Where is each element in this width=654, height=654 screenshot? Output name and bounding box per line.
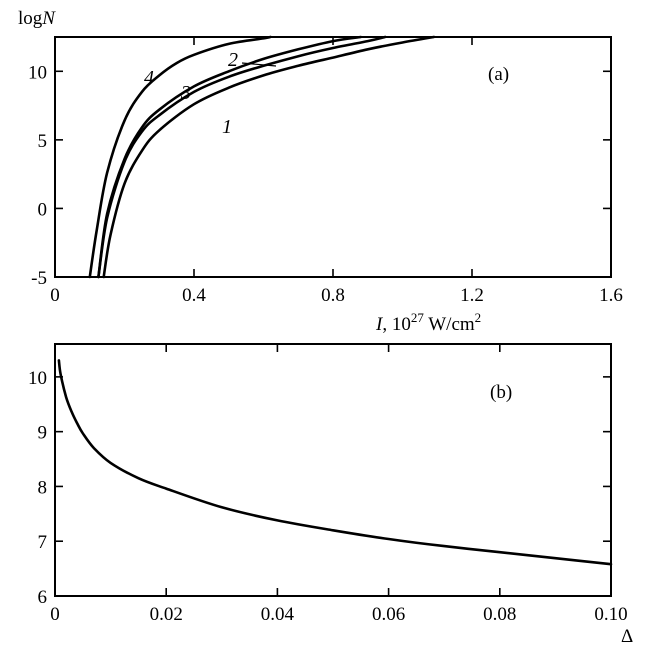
panel-b-ytick-label: 10: [28, 368, 47, 389]
panel-a-curve-2: [97, 35, 387, 279]
curve-label-2: 2: [228, 49, 238, 71]
panel-a-xlabel-exp1: 27: [411, 310, 425, 325]
panel-a-xtick-label: 0.4: [182, 285, 206, 306]
panel-a-ytick-label: 5: [38, 131, 48, 152]
panel-b-curve: [57, 359, 613, 566]
panel-a-xlabel: I, 1027 W/cm2: [375, 310, 481, 335]
panel-b-curves: [57, 359, 613, 566]
panel-a-xlabel-unit: W/cm: [424, 314, 475, 335]
panel-a-ylabel: logN: [18, 8, 56, 29]
panel-b-ytick-label: 7: [38, 532, 48, 553]
panel-a-label: (a): [488, 64, 509, 85]
panel-a-ytick-label: 0: [38, 199, 48, 220]
curve-label-1: 1: [222, 116, 232, 138]
panel-a-curve-3: [97, 35, 363, 279]
curve-label-3: 3: [180, 82, 191, 104]
panel-b: 0 0.02 0.04 0.06 0.08 0.10 6 7 8 9 10 (b) Δ: [28, 343, 633, 647]
panel-a-curve-1: [102, 35, 436, 279]
panel-b-xtick-label: 0.08: [483, 604, 516, 625]
panel-a-curves: [88, 35, 436, 279]
panel-b-xtick-label: 0.04: [261, 604, 295, 625]
panel-a-xtick-label: 0.8: [321, 285, 345, 306]
panel-a-ylabel-n: N: [41, 8, 56, 29]
panel-b-ticks: 0 0.02 0.04 0.06 0.08 0.10 6 7 8 9 10: [28, 344, 628, 625]
panel-b-ytick-label: 8: [38, 477, 48, 498]
panel-a-ytick-label: 10: [28, 62, 47, 83]
panel-a-xtick-label: 1.6: [599, 285, 623, 306]
panel-b-xtick-label: 0.02: [150, 604, 183, 625]
panel-b-xtick-label: 0.10: [594, 604, 627, 625]
panel-b-xlabel: Δ: [621, 626, 633, 647]
panel-b-xtick-label: 0.06: [372, 604, 405, 625]
curve-label-4: 4: [144, 67, 154, 89]
panel-a-ytick-label: -5: [31, 268, 47, 289]
panel-b-frame: [54, 343, 612, 597]
panel-a-xlabel-exp2: 2: [475, 310, 482, 325]
panel-b-ytick-label: 9: [38, 423, 48, 444]
panel-b-ytick-label: 6: [38, 587, 48, 608]
panel-a-xlabel-unit-prefix: , 10: [382, 314, 411, 335]
curve-label-2-leader: [241, 62, 277, 67]
panel-a-ylabel-log: log: [18, 8, 43, 29]
panel-a-xtick-label: 1.2: [460, 285, 484, 306]
panel-a-curve-4: [88, 35, 272, 279]
panel-b-label: (b): [490, 382, 512, 403]
panel-a-xtick-label: 0: [50, 285, 60, 306]
panel-a-curve-labels: 4 3 2 1: [144, 49, 277, 138]
panel-b-xtick-label: 0: [50, 604, 60, 625]
panel-a-xlabel-symbol: I: [375, 314, 384, 335]
